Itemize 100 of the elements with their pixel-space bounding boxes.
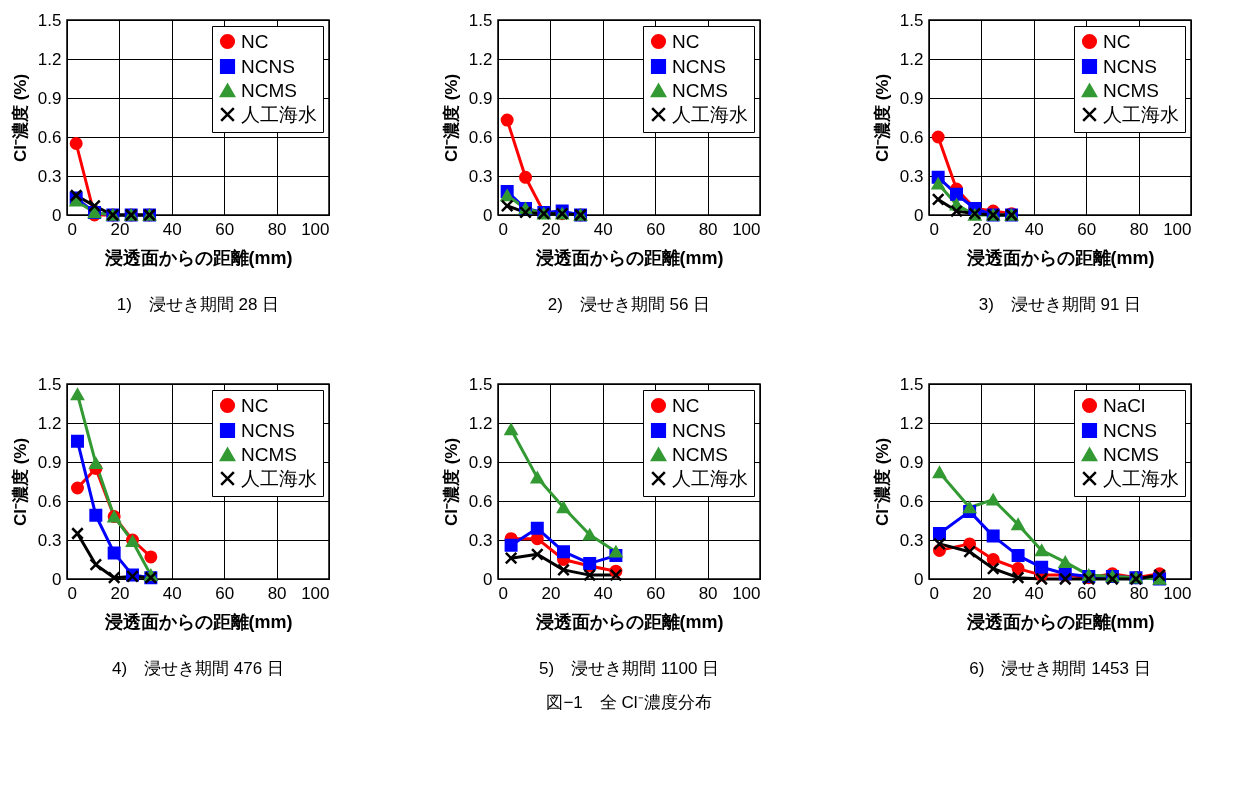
x-tick-label: 20 (110, 219, 130, 239)
y-tick-label: 0.3 (899, 166, 924, 186)
legend-label: NCNS (241, 419, 295, 441)
y-tick-label: 0.9 (37, 452, 62, 472)
legend-label: NCMS (1103, 79, 1159, 101)
x-axis-title: 浸透面からの距離(mm) (965, 611, 1155, 632)
legend-label: NC (241, 30, 269, 52)
x-axis-title: 浸透面からの距離(mm) (103, 611, 293, 632)
y-tick-label: 0.6 (468, 491, 493, 511)
x-tick-label: 40 (593, 219, 613, 239)
legend-label: NC (672, 30, 700, 52)
y-axis-title: Cl⁻濃度 (%) (441, 437, 461, 527)
legend-label: NC (241, 394, 269, 416)
y-tick-label: 0.9 (899, 88, 924, 108)
text: 2) 浸せき期間 56 日 (547, 295, 711, 314)
x-tick-label: 80 (1129, 219, 1149, 239)
y-tick-label: 0.9 (468, 452, 493, 472)
legend-label: NC (1103, 30, 1131, 52)
legend-label: 人工海水 (241, 467, 317, 489)
y-tick-label: 0.3 (468, 530, 493, 550)
x-tick-label: 80 (698, 219, 718, 239)
x-tick-label: 20 (110, 583, 130, 603)
y-tick-label: 0.3 (468, 166, 493, 186)
y-tick-label: 0.6 (37, 491, 62, 511)
legend-label: NCMS (1103, 443, 1159, 465)
legend-label: NCMS (672, 443, 728, 465)
x-axis-title: 浸透面からの距離(mm) (534, 611, 724, 632)
x-axis-title: 浸透面からの距離(mm) (534, 247, 724, 268)
y-tick-label: 0.9 (468, 88, 493, 108)
y-axis-title: Cl⁻濃度 (%) (872, 437, 892, 527)
text: 4) 浸せき期間 476 日 (112, 659, 284, 678)
y-tick-label: 0 (483, 569, 493, 589)
y-tick-label: 0.6 (468, 127, 493, 147)
legend-label: NCNS (241, 55, 295, 77)
x-tick-label: 40 (593, 583, 613, 603)
y-tick-label: 1.2 (468, 49, 493, 69)
x-tick-label: 0 (498, 583, 508, 603)
x-tick-label: 0 (929, 219, 939, 239)
legend-label: NCNS (672, 55, 726, 77)
x-tick-label: 100 (301, 219, 330, 239)
x-tick-label: 60 (1077, 219, 1097, 239)
legend-label: NCMS (241, 443, 297, 465)
x-axis-title: 浸透面からの距離(mm) (103, 247, 293, 268)
x-tick-label: 60 (646, 583, 666, 603)
text: 図−1 全 Cl⁻濃度分布 (546, 693, 712, 712)
x-tick-label: 100 (301, 583, 330, 603)
y-axis-title: Cl⁻濃度 (%) (10, 437, 30, 527)
x-tick-label: 0 (67, 219, 77, 239)
y-axis-title: Cl⁻濃度 (%) (441, 73, 461, 163)
legend-label: 人工海水 (241, 103, 317, 125)
y-tick-label: 0 (52, 569, 62, 589)
y-tick-label: 0.3 (37, 530, 62, 550)
x-tick-label: 100 (732, 583, 761, 603)
legend-label: NC (672, 394, 700, 416)
x-tick-label: 40 (1024, 583, 1044, 603)
y-axis-title: Cl⁻濃度 (%) (10, 73, 30, 163)
x-tick-label: 40 (1024, 219, 1044, 239)
y-tick-label: 0.6 (899, 491, 924, 511)
legend-label: NCMS (241, 79, 297, 101)
legend-label: NCNS (1103, 55, 1157, 77)
x-tick-label: 20 (541, 583, 561, 603)
x-tick-label: 0 (498, 219, 508, 239)
text: 6) 浸せき期間 1453 日 (969, 659, 1151, 678)
y-axis-title: Cl⁻濃度 (%) (872, 73, 892, 163)
y-tick-label: 0 (483, 205, 493, 225)
y-tick-label: 1.5 (468, 374, 493, 394)
y-tick-label: 1.5 (468, 10, 493, 30)
x-tick-label: 80 (698, 583, 718, 603)
y-tick-label: 1.5 (899, 374, 924, 394)
x-axis-title: 浸透面からの距離(mm) (965, 247, 1155, 268)
legend-label: 人工海水 (672, 467, 748, 489)
y-tick-label: 1.2 (899, 49, 924, 69)
y-tick-label: 1.2 (37, 413, 62, 433)
text: 5) 浸せき期間 1100 日 (538, 659, 720, 678)
y-tick-label: 1.2 (899, 413, 924, 433)
y-tick-label: 0.6 (37, 127, 62, 147)
text: 1) 浸せき期間 28 日 (116, 295, 280, 314)
x-tick-label: 100 (1163, 219, 1192, 239)
y-tick-label: 1.5 (37, 10, 62, 30)
legend-label: NCNS (672, 419, 726, 441)
y-tick-label: 0.9 (899, 452, 924, 472)
y-tick-label: 0 (914, 205, 924, 225)
y-tick-label: 1.5 (899, 10, 924, 30)
text: 3) 浸せき期間 91 日 (978, 295, 1142, 314)
y-tick-label: 0.6 (899, 127, 924, 147)
x-tick-label: 0 (929, 583, 939, 603)
legend-label: 人工海水 (672, 103, 748, 125)
legend-label: 人工海水 (1103, 467, 1179, 489)
y-tick-label: 0.9 (37, 88, 62, 108)
legend-label: 人工海水 (1103, 103, 1179, 125)
x-tick-label: 20 (541, 219, 561, 239)
y-tick-label: 1.2 (468, 413, 493, 433)
x-tick-label: 60 (215, 583, 235, 603)
x-tick-label: 60 (646, 219, 666, 239)
x-tick-label: 60 (1077, 583, 1097, 603)
y-tick-label: 0.3 (899, 530, 924, 550)
y-tick-label: 0 (914, 569, 924, 589)
x-tick-label: 40 (162, 583, 182, 603)
y-tick-label: 1.5 (37, 374, 62, 394)
y-tick-label: 0 (52, 205, 62, 225)
